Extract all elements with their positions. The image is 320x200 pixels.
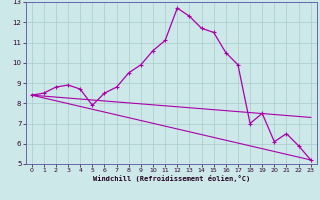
X-axis label: Windchill (Refroidissement éolien,°C): Windchill (Refroidissement éolien,°C) <box>92 175 250 182</box>
